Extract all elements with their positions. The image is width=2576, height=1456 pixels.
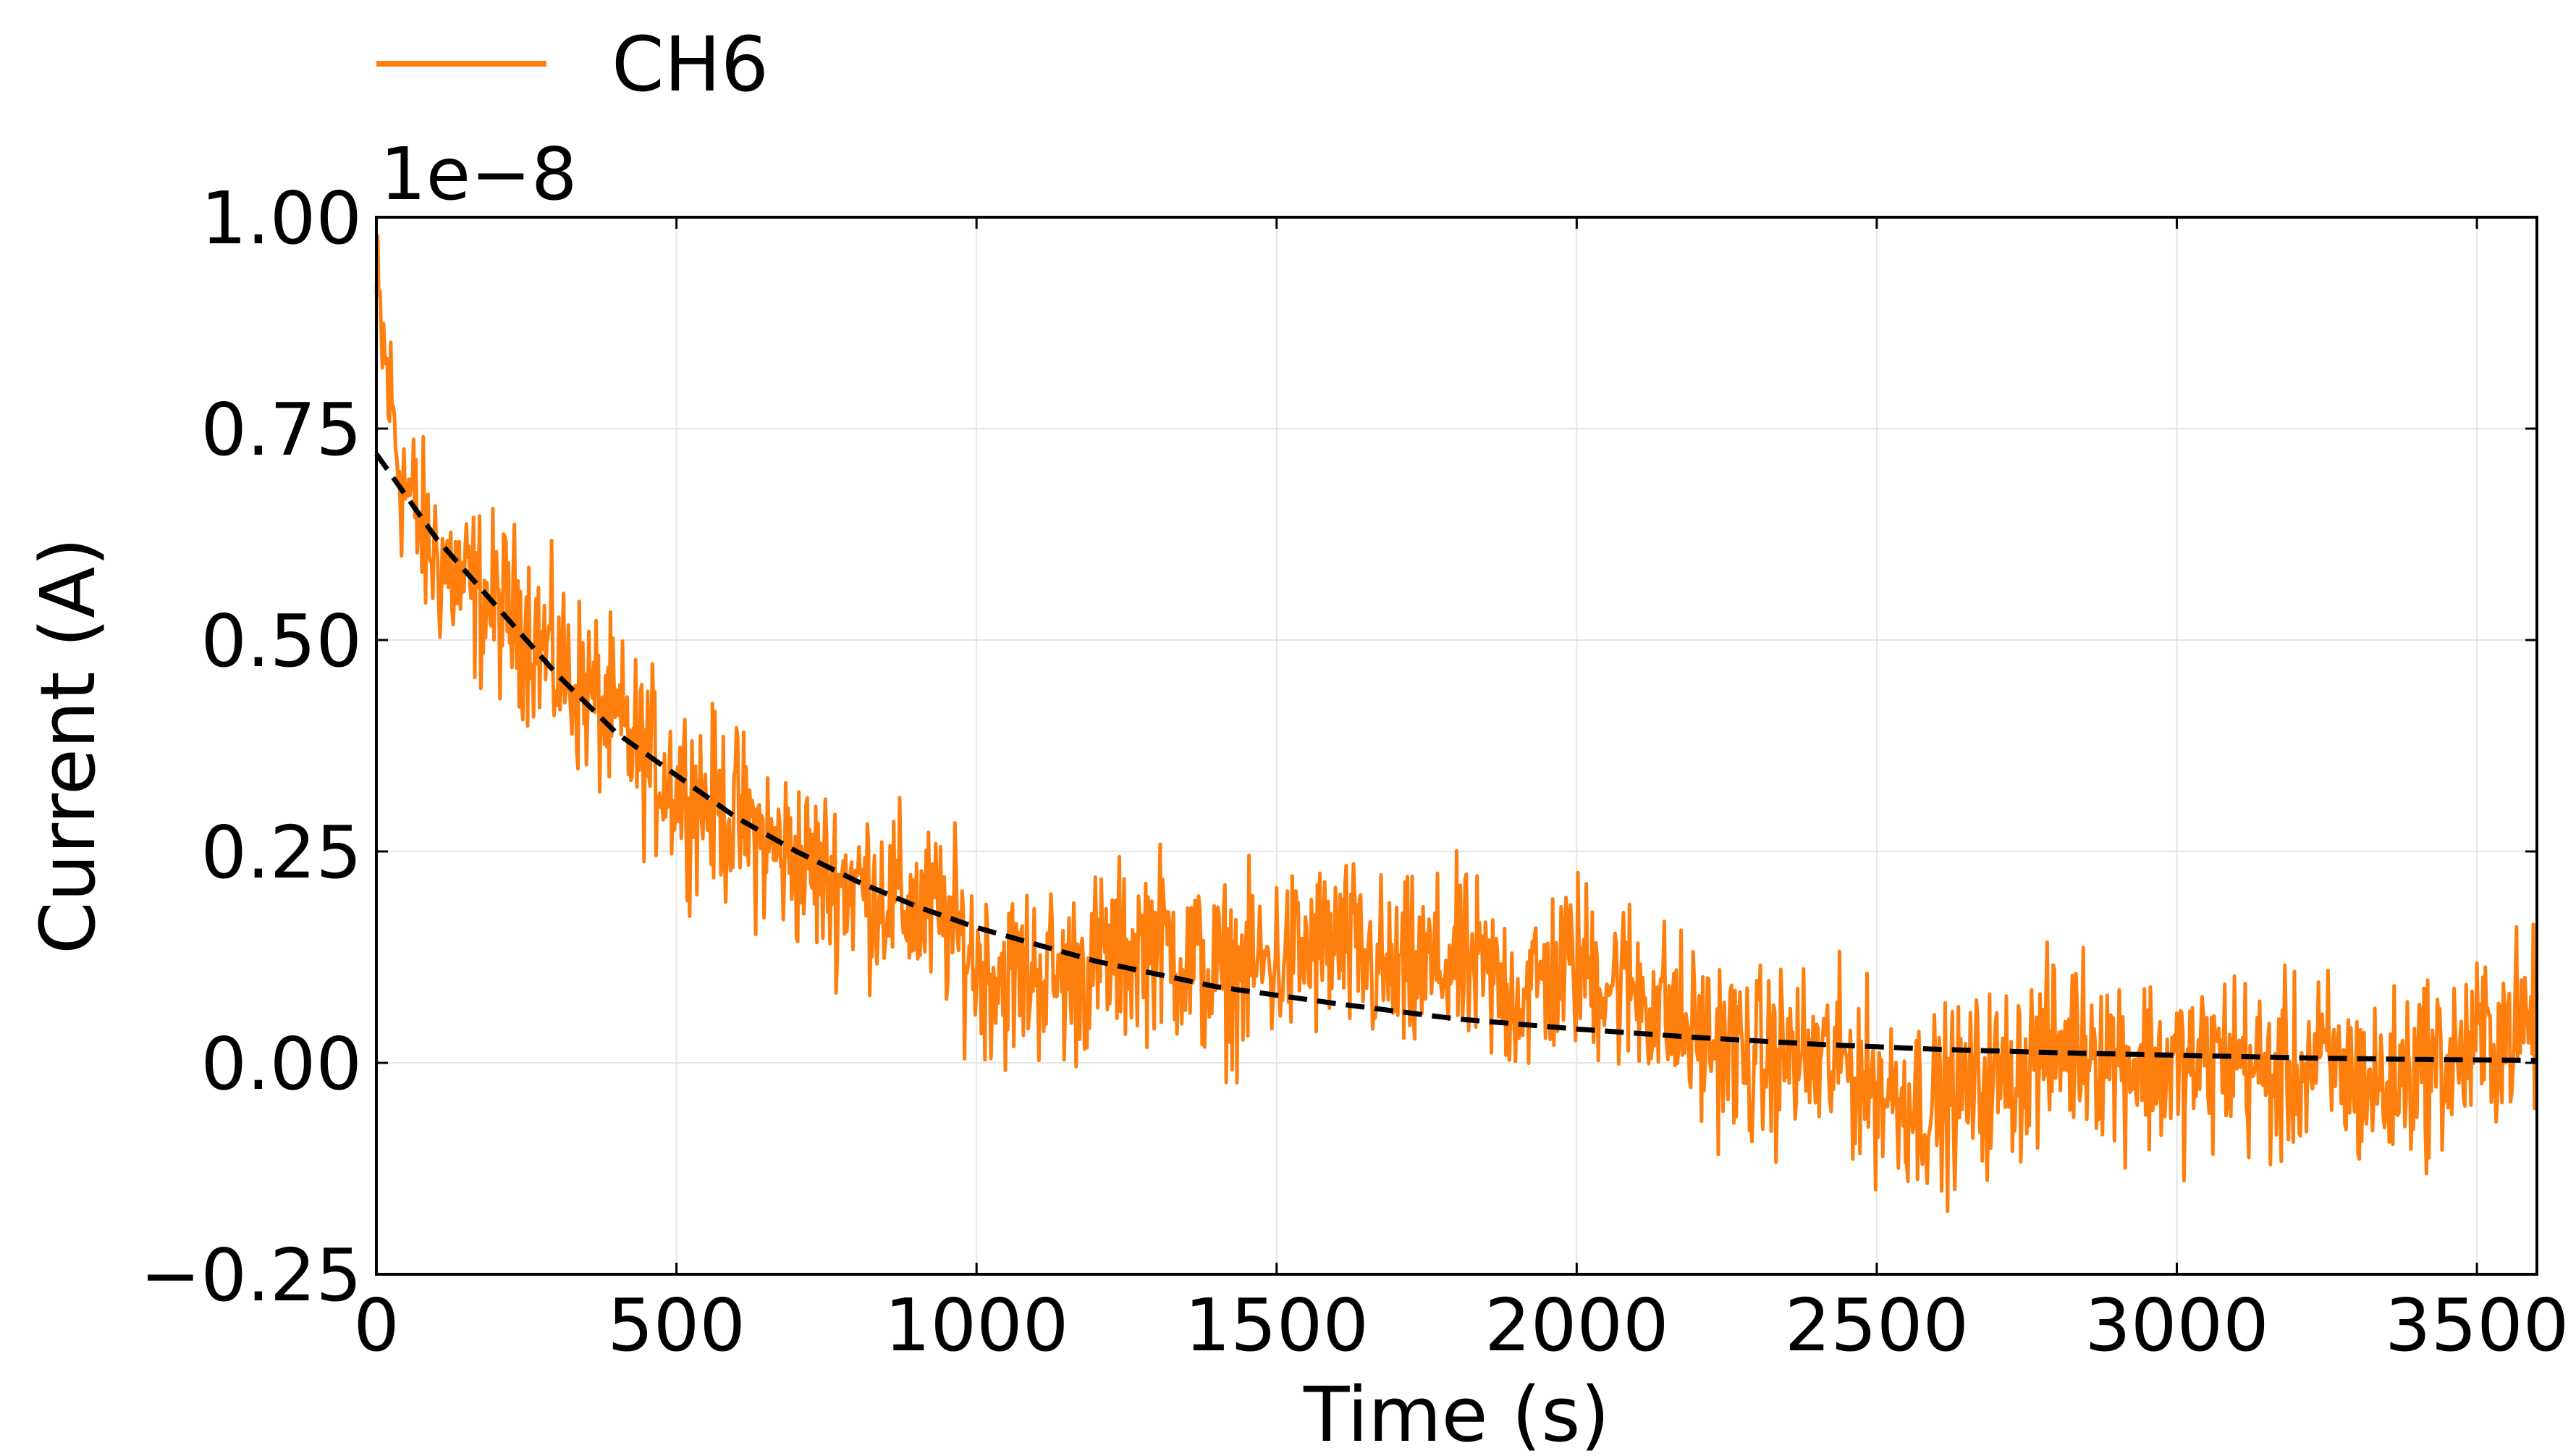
x-tick-label: 3000 [2085,1283,2269,1368]
ticks: 0 500 1000 1500 2000 2500 3000 3500 −0.25 0.00 0.2… [140,176,2569,1368]
x-tick-label: 500 [607,1283,746,1368]
y-axis-label: Current (A) [24,537,112,954]
x-axis-label: Time (s) [1303,1371,1610,1456]
legend: CH6 [376,20,769,109]
y-tick-label: 0.25 [200,810,362,895]
legend-label-ch6: CH6 [612,20,769,109]
x-tick-label: 0 [353,1283,400,1368]
x-tick-label: 2500 [1785,1283,1969,1368]
series-line-ch6 [374,233,2539,1213]
series-group [374,233,2539,1213]
plot-frame [375,216,2538,1276]
x-tick-label: 1000 [884,1283,1069,1368]
x-tick-label: 2000 [1485,1283,1669,1368]
x-tick-label: 1500 [1185,1283,1369,1368]
y-tick-label: 0.75 [200,387,362,472]
y-tick-label: 0.00 [200,1022,362,1106]
x-tick-label: 3500 [2385,1283,2569,1368]
y-tick-label: −0.25 [140,1233,362,1318]
y-tick-label: 1.00 [200,176,362,261]
y-tick-label: 0.50 [200,599,362,683]
y-offset-text: 1e−8 [380,132,578,216]
